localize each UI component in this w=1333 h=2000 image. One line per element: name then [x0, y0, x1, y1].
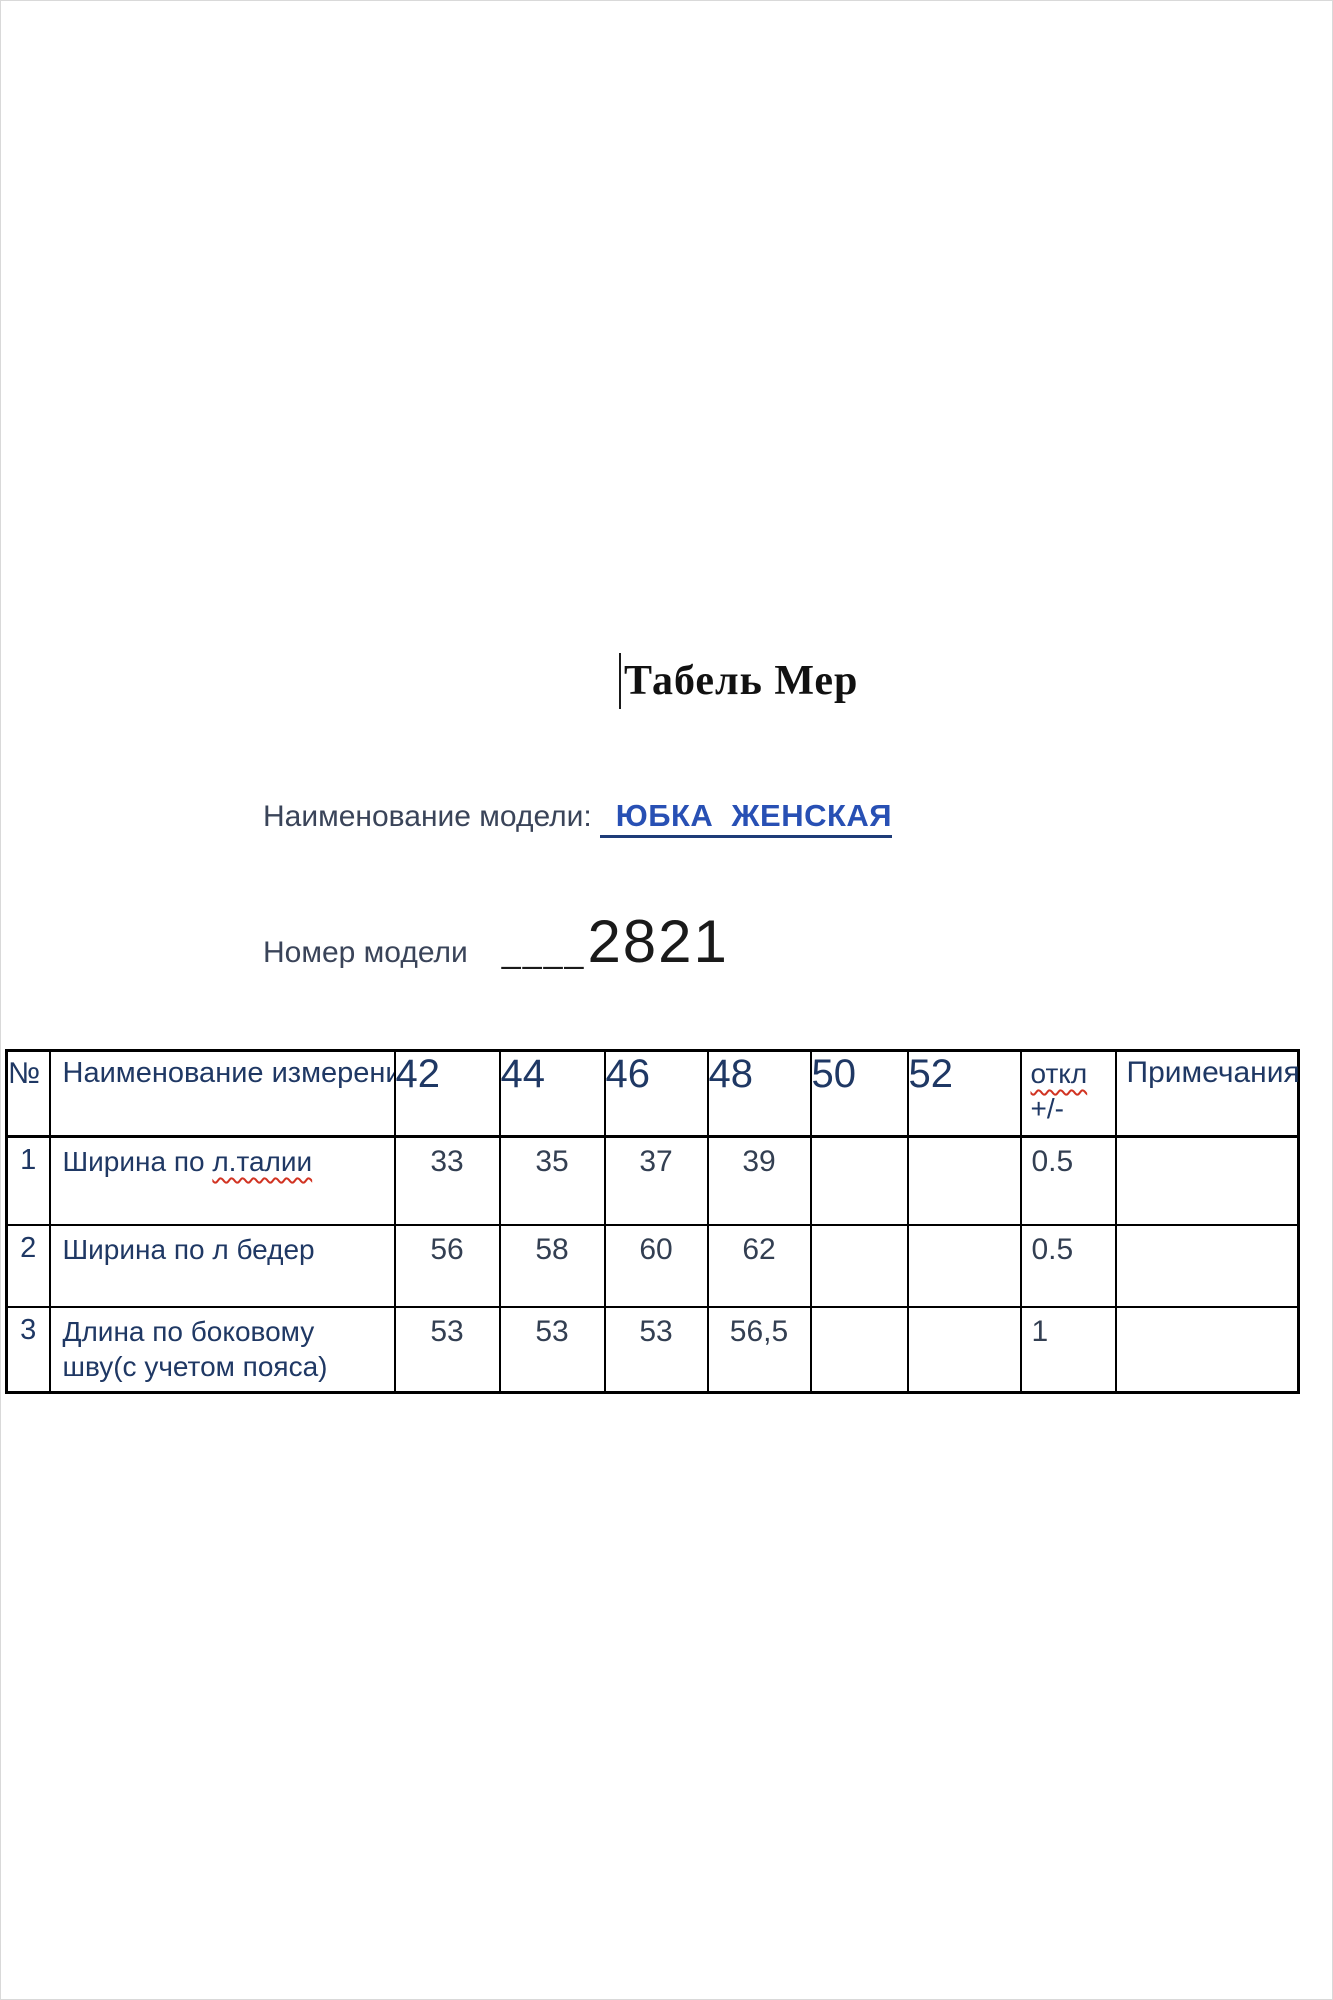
size-value: [809, 1135, 909, 1226]
table-row: 1 Ширина по л.талии 33 35 37 39 0.5: [5, 1135, 1300, 1226]
model-name-label: Наименование модели:: [263, 800, 592, 833]
model-name-field: Наименование модели: ЮБКА ЖЕНСКАЯ: [263, 798, 893, 838]
size-value: [809, 1305, 909, 1394]
row-number: 2: [5, 1223, 51, 1308]
measurement-name: Ширина по л бедер: [48, 1223, 396, 1308]
size-value: [906, 1223, 1022, 1308]
size-value: 39: [706, 1135, 812, 1226]
model-number-label: Номер модели: [263, 936, 468, 969]
header-deviation-word: откл: [1030, 1058, 1088, 1089]
size-value: [906, 1305, 1022, 1394]
size-column-header: 52: [906, 1049, 1022, 1138]
deviation-value: 1: [1019, 1305, 1117, 1394]
document-title-row: Табель Мер: [619, 653, 858, 709]
measurement-name-misspelled: л.талии: [212, 1146, 313, 1177]
model-number-blank-line: ____: [501, 932, 586, 970]
note-value: [1114, 1135, 1300, 1226]
size-column-header: 44: [498, 1049, 606, 1138]
header-measurement-name: Наименование измерения: [48, 1049, 396, 1138]
table-row: 3 Длина по боковому шву(с учетом пояса) …: [5, 1305, 1300, 1394]
header-notes: Примечания: [1114, 1049, 1300, 1138]
size-value: 53: [393, 1305, 501, 1394]
size-value: 33: [393, 1135, 501, 1226]
size-value: [809, 1223, 909, 1308]
deviation-value: 0.5: [1019, 1135, 1117, 1226]
row-number: 1: [5, 1135, 51, 1226]
document-title: Табель Мер: [624, 658, 859, 704]
size-value: 56,5: [706, 1305, 812, 1394]
table-header-row: № Наименование измерения 42 44 46 48 50 …: [5, 1049, 1300, 1138]
model-name-value: ЮБКА ЖЕНСКАЯ: [599, 798, 893, 838]
size-value: 58: [498, 1223, 606, 1308]
model-number-value: 2821: [587, 908, 729, 975]
measurement-name: Длина по боковому шву(с учетом пояса): [48, 1305, 396, 1394]
measurement-name-text: Ширина по л бедер: [62, 1233, 315, 1265]
size-value: 53: [603, 1305, 709, 1394]
note-value: [1114, 1223, 1300, 1308]
model-number-field: Номер модели ____ 2821: [263, 907, 729, 976]
size-column-header: 46: [603, 1049, 709, 1138]
measurement-name: Ширина по л.талии: [48, 1135, 396, 1226]
header-deviation: откл +/-: [1019, 1049, 1117, 1138]
header-number: №: [5, 1049, 51, 1138]
table-row: 2 Ширина по л бедер 56 58 60 62 0.5: [5, 1223, 1300, 1308]
size-value: [906, 1135, 1022, 1226]
size-value: 35: [498, 1135, 606, 1226]
size-value: 60: [603, 1223, 709, 1308]
measurement-name-text: Длина по боковому шву(с учетом пояса): [62, 1315, 328, 1382]
size-column-header: 50: [809, 1049, 909, 1138]
header-deviation-sign: +/-: [1030, 1093, 1064, 1124]
size-value: 62: [706, 1223, 812, 1308]
size-value: 37: [603, 1135, 709, 1226]
size-value: 53: [498, 1305, 606, 1394]
size-column-header: 42: [393, 1049, 501, 1138]
row-number: 3: [5, 1305, 51, 1394]
text-cursor: [619, 653, 621, 709]
size-column-header: 48: [706, 1049, 812, 1138]
note-value: [1114, 1305, 1300, 1394]
measurements-table: № Наименование измерения 42 44 46 48 50 …: [5, 1049, 1300, 1394]
measurement-name-text: Ширина по: [62, 1146, 213, 1177]
deviation-value: 0.5: [1019, 1223, 1117, 1308]
size-value: 56: [393, 1223, 501, 1308]
